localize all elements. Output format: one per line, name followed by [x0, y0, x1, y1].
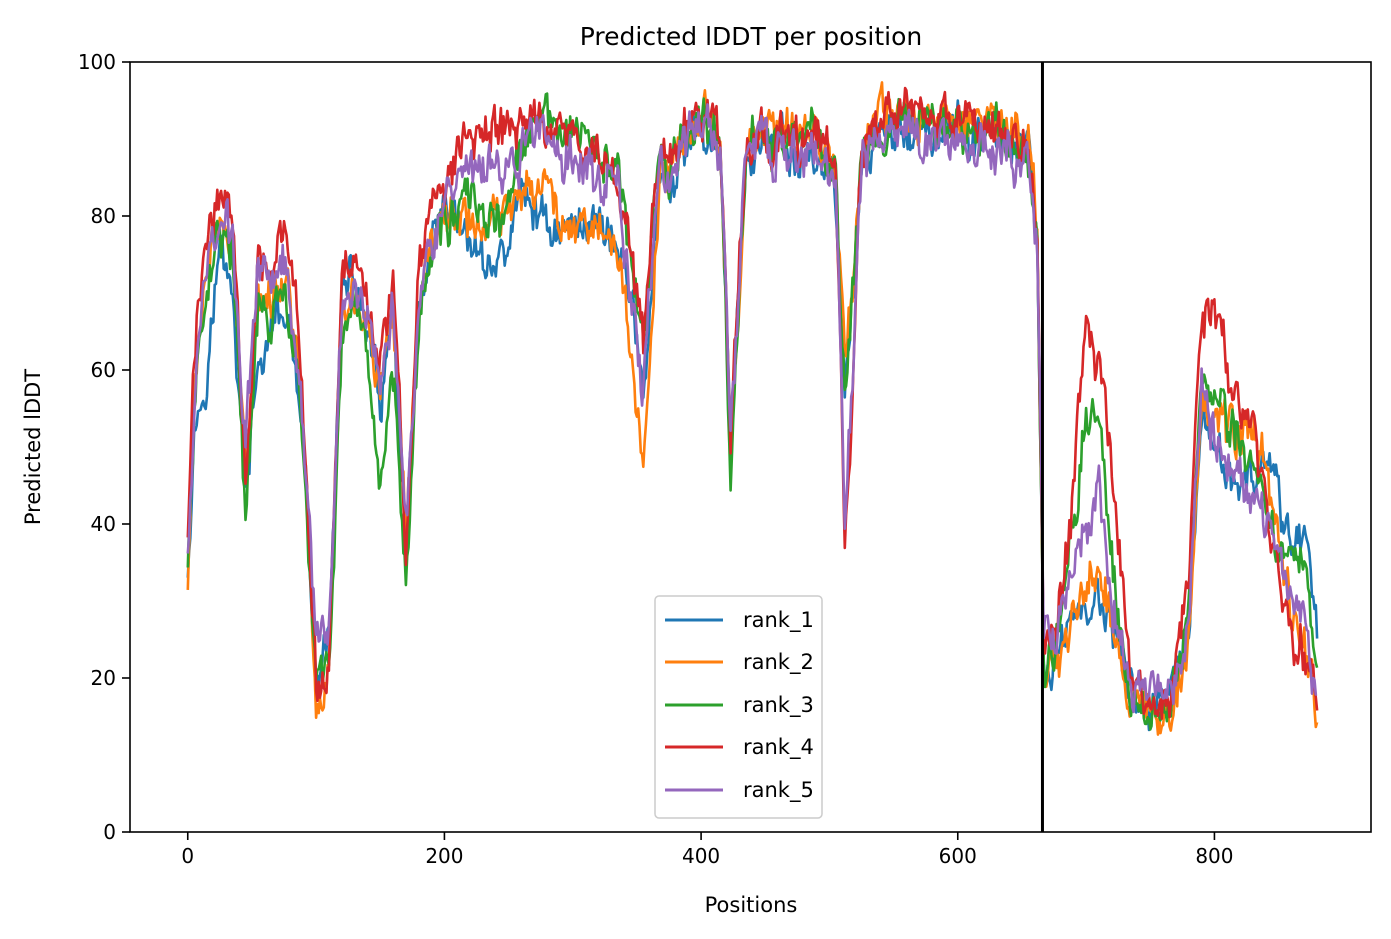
x-tick-label: 800 — [1195, 844, 1233, 868]
series-line-rank-3 — [186, 92, 1319, 731]
legend-label-rank-3: rank_3 — [743, 693, 814, 718]
legend-label-rank-1: rank_1 — [743, 608, 814, 633]
legend-label-rank-4: rank_4 — [743, 735, 814, 760]
legend: rank_1 rank_2 rank_3 rank_4 rank_5 — [654, 595, 823, 819]
x-tick-label: 400 — [682, 844, 720, 868]
x-axis-label: Positions — [705, 893, 798, 917]
legend-label-rank-2: rank_2 — [743, 650, 814, 675]
chart-title: Predicted lDDT per position — [580, 22, 922, 51]
x-tick-label: 0 — [181, 844, 194, 868]
legend-label-rank-5: rank_5 — [743, 778, 814, 803]
y-axis-label: Predicted lDDT — [21, 369, 45, 525]
x-axis: 0 200 400 600 800 — [181, 832, 1234, 868]
y-axis: 0 20 40 60 80 100 — [78, 50, 130, 844]
y-tick-label: 100 — [78, 50, 116, 74]
plot-frame — [129, 61, 1372, 833]
y-tick-label: 20 — [91, 666, 116, 690]
y-tick-label: 0 — [103, 820, 116, 844]
y-tick-label: 40 — [91, 512, 116, 536]
x-tick-label: 600 — [939, 844, 977, 868]
legend-box — [654, 595, 823, 819]
x-tick-label: 200 — [425, 844, 463, 868]
series-layer — [186, 81, 1319, 736]
series-line-rank-5 — [186, 103, 1318, 714]
y-tick-label: 80 — [91, 204, 116, 228]
y-tick-label: 60 — [91, 358, 116, 382]
